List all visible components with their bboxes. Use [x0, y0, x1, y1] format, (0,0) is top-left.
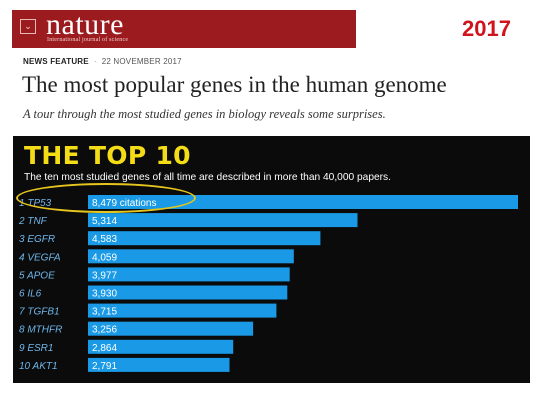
value-label-10: 2,791	[92, 361, 117, 372]
gene-label-8: 8 MTHFR	[19, 325, 62, 336]
bar-2	[88, 213, 358, 228]
nature-masthead[interactable]: ⌄ nature International journal of scienc…	[12, 10, 356, 48]
article-standfirst: A tour through the most studied genes in…	[23, 107, 386, 121]
journal-logo[interactable]: nature	[46, 8, 124, 41]
article-kicker: NEWS FEATURE	[23, 57, 89, 66]
article-meta: NEWS FEATURE · 22 NOVEMBER 2017	[23, 57, 182, 66]
gene-label-4: 4 VEGFA	[19, 252, 61, 263]
bar-6	[88, 285, 288, 300]
value-label-7: 3,715	[92, 307, 117, 318]
menu-chevron-icon[interactable]: ⌄	[20, 19, 36, 34]
value-label-8: 3,256	[92, 325, 117, 336]
bar-10	[88, 357, 230, 372]
bar-3	[88, 231, 321, 246]
bar-9	[88, 339, 234, 354]
gene-label-3: 3 EGFR	[19, 234, 55, 245]
journal-tagline: International journal of science	[47, 37, 129, 43]
gene-label-5: 5 APOE	[19, 270, 55, 281]
article-date: 22 NOVEMBER 2017	[101, 57, 182, 66]
value-label-9: 2,864	[92, 343, 117, 354]
value-label-3: 4,583	[92, 234, 117, 245]
chart-subtitle: The ten most studied genes of all time a…	[24, 172, 391, 183]
gene-label-9: 9 ESR1	[19, 343, 53, 354]
bar-4	[88, 249, 294, 264]
value-label-2: 5,314	[92, 216, 117, 227]
gene-label-10: 10 AKT1	[19, 361, 58, 372]
value-label-5: 3,977	[92, 270, 117, 281]
top10-chart-panel: THE TOP 10 The ten most studied genes of…	[13, 136, 530, 383]
year-label: 2017	[462, 16, 511, 41]
gene-label-7: 7 TGFB1	[19, 307, 60, 318]
article-headline: The most popular genes in the human geno…	[22, 72, 447, 97]
gene-label-6: 6 IL6	[19, 289, 42, 300]
bar-8	[88, 321, 254, 336]
value-label-6: 3,930	[92, 289, 117, 300]
highlight-ellipse	[16, 183, 196, 213]
bar-7	[88, 303, 277, 318]
gene-label-2: 2 TNF	[18, 216, 48, 227]
bar-5	[88, 267, 290, 282]
chart-title: THE TOP 10	[24, 141, 191, 170]
meta-separator: ·	[93, 57, 97, 66]
value-label-4: 4,059	[92, 252, 117, 263]
